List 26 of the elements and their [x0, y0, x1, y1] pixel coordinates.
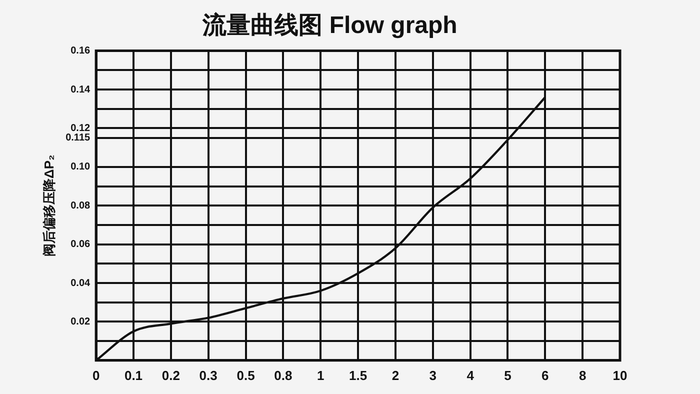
- chart-title: 流量曲线图 Flow graph: [202, 12, 458, 40]
- y-tick-label: 0.04: [70, 278, 91, 289]
- x-tick-label: 0: [92, 368, 100, 383]
- x-tick-label: 0.1: [124, 368, 143, 383]
- y-tick-label: 0.08: [70, 200, 91, 212]
- x-tick-label: 3: [429, 368, 436, 383]
- y-tick-label: 0.115: [66, 132, 90, 144]
- x-tick-label: 0.2: [162, 368, 180, 383]
- x-tick-label: 5: [504, 368, 512, 383]
- x-tick-label: 10: [612, 368, 628, 383]
- x-tick-label: 2: [392, 368, 400, 383]
- y-tick-label: 0.14: [70, 84, 91, 96]
- y-tick-label: 0.10: [70, 162, 91, 173]
- y-tick-label: 0.16: [70, 46, 91, 57]
- y-tick-label: 0.06: [70, 239, 91, 250]
- y-tick-label: 0.02: [70, 316, 91, 328]
- x-tick-label: 0.8: [274, 368, 292, 383]
- x-tick-label: 6: [542, 368, 549, 383]
- x-tick-label: 0.5: [236, 368, 255, 383]
- x-tick-label: 4: [466, 368, 475, 383]
- x-tick-label: 1: [316, 368, 324, 383]
- y-tick-label: 0.12: [70, 122, 91, 134]
- y-axis-title: 阀后偏移压降ΔP₂: [41, 154, 56, 256]
- x-tick-label: 8: [578, 368, 586, 383]
- x-tick-label: 1.5: [348, 368, 368, 383]
- x-tick-label: 0.3: [199, 368, 218, 383]
